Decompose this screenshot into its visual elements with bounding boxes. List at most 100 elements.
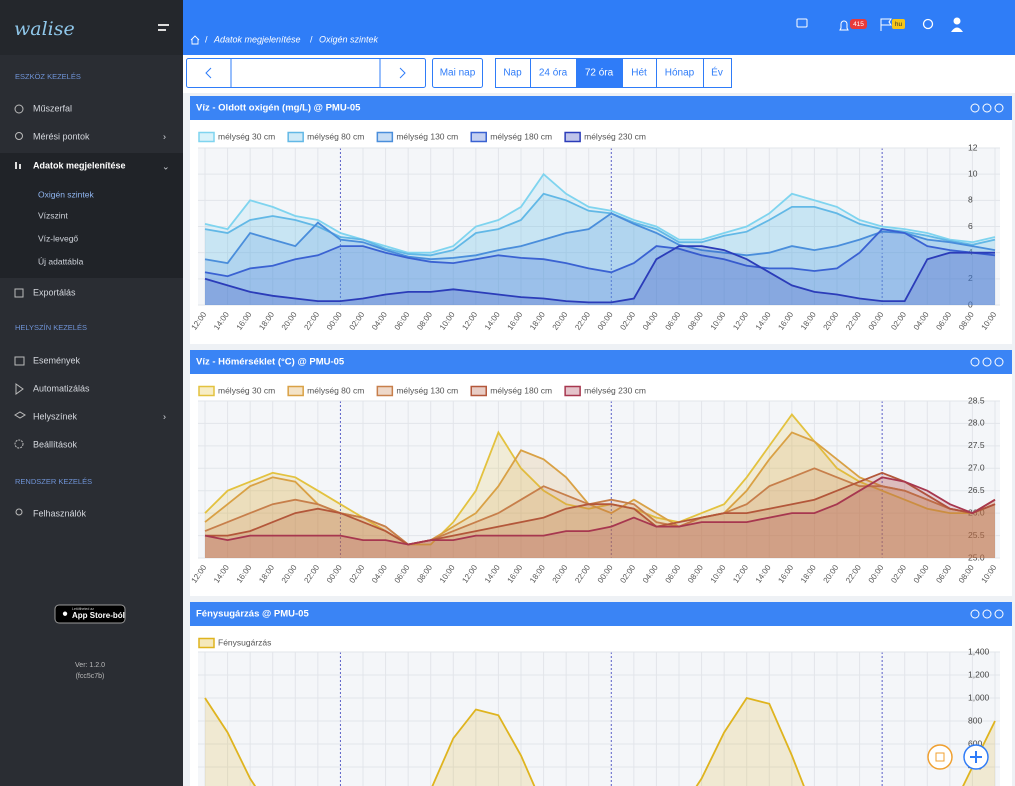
legend-label[interactable]: mélység 230 cm [584, 131, 646, 141]
legend-label[interactable]: mélység 80 cm [307, 385, 364, 395]
legend-label[interactable]: mélység 80 cm [307, 131, 364, 141]
series-line [205, 471, 996, 546]
range-button[interactable]: Hét [622, 58, 657, 88]
panel-control[interactable] [994, 357, 1004, 367]
menu-item[interactable]: Felhasználók [15, 508, 87, 518]
button-label: 24 óra [539, 68, 568, 79]
section-title: RENDSZER KEZELÉS [15, 477, 92, 486]
button-label: Hónap [665, 68, 695, 79]
y-tick-label: 0 [968, 299, 973, 309]
range-button[interactable]: 72 óra [576, 58, 623, 88]
series-area [205, 229, 995, 305]
series-area [205, 213, 995, 305]
y-tick-label: 25.5 [968, 530, 985, 540]
svg-text:/: / [205, 34, 208, 44]
legend-swatch[interactable] [198, 385, 215, 397]
panel-control[interactable] [994, 103, 1004, 113]
menu-label: Automatizálás [33, 383, 90, 393]
y-tick-label: 27.0 [968, 463, 985, 473]
legend-label[interactable]: mélység 180 cm [490, 131, 552, 141]
plot-area [198, 652, 1000, 786]
button-bg [703, 58, 732, 88]
button-bg [576, 58, 623, 88]
legend-swatch[interactable] [287, 131, 304, 143]
range-button[interactable]: 24 óra [530, 58, 577, 88]
menu-item[interactable]: Beállítások [14, 439, 78, 449]
topbar [183, 0, 1015, 55]
panel-control[interactable] [982, 609, 992, 619]
menu-item[interactable]: Adatok megjelenítése ⌄ [15, 160, 170, 171]
legend-label[interactable]: Fénysugárzás [218, 637, 271, 647]
submenu-item[interactable]: Új adattábla [38, 256, 84, 266]
range-button[interactable]: Év [703, 58, 732, 88]
legend-label[interactable]: mélység 180 cm [490, 385, 552, 395]
menu-item[interactable]: Események [14, 355, 81, 366]
panel-control[interactable] [994, 609, 1004, 619]
add-button[interactable] [963, 744, 989, 770]
legend-label[interactable]: mélység 130 cm [396, 385, 458, 395]
today-button[interactable]: Mai nap [432, 58, 483, 88]
menu-item[interactable]: Mérési pontok › [15, 131, 167, 141]
series-area [205, 468, 995, 558]
legend-swatch[interactable] [198, 637, 215, 649]
chat-icon[interactable] [796, 18, 808, 28]
button-bg [495, 58, 531, 88]
series-area [205, 432, 995, 558]
lang: hu [895, 21, 903, 28]
version: Ver: 1.2.0 [75, 662, 105, 669]
crumb[interactable]: Adatok megjelenítése [213, 34, 301, 44]
submenu-item[interactable]: Vízszint [38, 210, 68, 220]
settings-icon[interactable] [922, 18, 934, 30]
series-area [205, 246, 995, 305]
legend-label[interactable]: mélység 230 cm [584, 385, 646, 395]
y-tick-label: 8 [968, 195, 973, 205]
legend-label[interactable]: mélység 30 cm [218, 385, 275, 395]
flag-icon[interactable] [880, 18, 892, 31]
edit-button[interactable] [927, 744, 953, 770]
legend-swatch[interactable] [564, 131, 581, 143]
y-tick-label: 28.5 [968, 395, 985, 405]
legend-swatch[interactable] [470, 385, 487, 397]
chart-title: Víz - Oldott oxigén (mg/L) @ PMU-05 [196, 103, 361, 114]
menu-toggle[interactable] [158, 24, 169, 31]
menu-item[interactable]: Műszerfal [14, 103, 72, 114]
legend-swatch[interactable] [376, 131, 394, 143]
menu-label: Felhasználók [33, 508, 87, 518]
build: (fcc5c7b) [76, 673, 105, 680]
date-picker[interactable] [186, 58, 426, 88]
chevron: › [163, 411, 166, 421]
range-button[interactable]: Nap [495, 58, 531, 88]
store-label: App Store-ból [72, 611, 125, 620]
legend-swatch[interactable] [376, 385, 394, 397]
panel-control[interactable] [970, 103, 980, 113]
button-label: 72 óra [585, 68, 614, 79]
legend-label[interactable]: mélység 130 cm [396, 131, 458, 141]
submenu-active[interactable]: Oxigén szintek [38, 189, 94, 199]
menu-item[interactable]: Exportálás [14, 287, 76, 298]
panel-control[interactable] [982, 103, 992, 113]
y-tick-label: 28.0 [968, 418, 985, 428]
menu-item[interactable]: Automatizálás [15, 383, 90, 395]
panel-control[interactable] [970, 609, 980, 619]
user-icon[interactable] [951, 17, 963, 33]
chevron: › [163, 131, 166, 141]
panel-control[interactable] [970, 357, 980, 367]
lang-badge [892, 19, 905, 29]
sidebar [0, 0, 183, 786]
range-button[interactable]: Hónap [656, 58, 704, 88]
submenu-item[interactable]: Víz-levegő [38, 233, 78, 243]
legend-swatch[interactable] [470, 131, 487, 143]
breadcrumb: / Adatok megjelenítése / Oxigén szintek [190, 34, 379, 45]
legend-swatch[interactable] [564, 385, 581, 397]
bell-icon[interactable] [839, 20, 849, 31]
legend-swatch[interactable] [198, 131, 215, 143]
legend-label[interactable]: mélység 30 cm [218, 131, 275, 141]
y-tick-label: 600 [968, 738, 982, 748]
panel-control[interactable] [982, 357, 992, 367]
y-tick-label: 800 [968, 715, 982, 725]
menu-label: Exportálás [33, 287, 76, 297]
legend-swatch[interactable] [287, 385, 304, 397]
menu-item[interactable]: Helyszínek › [14, 411, 166, 421]
